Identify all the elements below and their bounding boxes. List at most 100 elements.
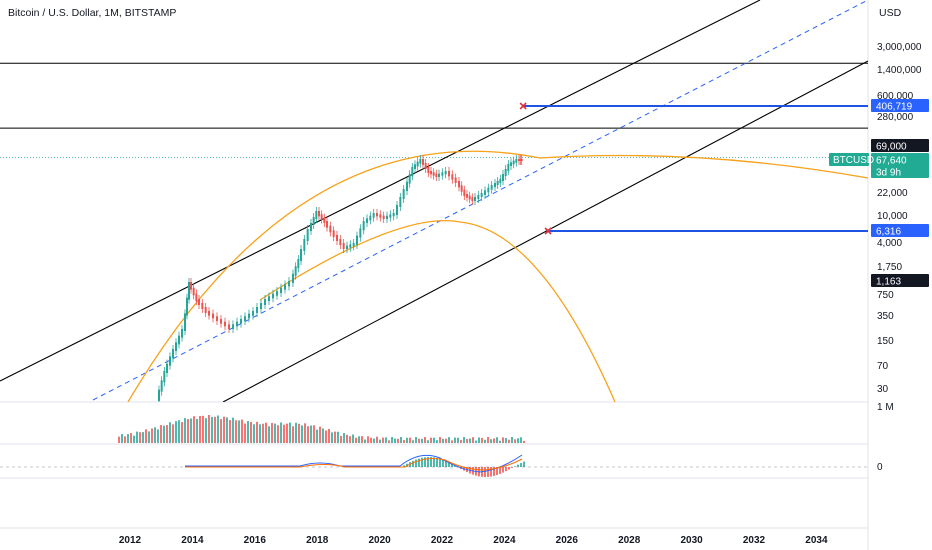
currency-label[interactable]: USD [879, 7, 902, 19]
volume-bar [475, 440, 477, 443]
candle [178, 335, 180, 345]
candle [402, 189, 405, 199]
upper-arc [127, 150, 868, 402]
candle [169, 356, 171, 366]
volume-bar [160, 425, 162, 443]
candle [438, 173, 440, 177]
y-tick-label: 150 [877, 336, 894, 347]
volume-bar [316, 429, 318, 443]
price-axis[interactable]: 3,000,000 1,400,000 600,000 280,000 22,000 10… [877, 42, 922, 473]
macd-histogram-bar [424, 457, 426, 467]
candle [366, 218, 368, 223]
candle [158, 389, 160, 401]
volume-bar [412, 440, 414, 443]
macd-histogram-bar [430, 457, 432, 467]
macd-histogram-bar [508, 467, 510, 470]
candle [499, 179, 502, 183]
candle [310, 223, 312, 231]
volume-bar [520, 437, 522, 443]
candle [460, 185, 463, 192]
svg-text:3d 9h: 3d 9h [876, 168, 901, 179]
volume-bar [418, 438, 420, 443]
candle [190, 282, 192, 290]
price-tag: 1,163 [871, 274, 929, 288]
volume-bar [433, 437, 435, 443]
volume-bar [190, 418, 192, 443]
volume-bar [448, 437, 450, 443]
candle [339, 239, 342, 245]
candle [224, 321, 226, 327]
candle [490, 185, 493, 190]
volume-bar [124, 436, 126, 443]
volume-bar [244, 423, 246, 443]
candle [502, 174, 504, 181]
candle [419, 159, 422, 164]
volume-bar [325, 430, 327, 443]
candle [323, 217, 326, 223]
symbol-title: Bitcoin / U.S. Dollar, 1M, BITSTAMP [8, 7, 177, 19]
candle [359, 228, 362, 238]
candle [468, 195, 471, 200]
x-tick-label: 2020 [368, 535, 391, 546]
candles-layer [158, 155, 523, 402]
volume-bar [469, 438, 471, 443]
lower-target-marker [544, 227, 552, 235]
volume-bar [319, 426, 321, 443]
volume-bar [481, 437, 483, 443]
candle [386, 215, 388, 219]
volume-bar [217, 415, 219, 443]
volume-bar [277, 425, 279, 443]
volume-bar [457, 437, 459, 443]
price-tag: 67,640 [871, 153, 929, 167]
volume-bar [262, 423, 264, 443]
volume-bar [403, 440, 405, 443]
upper-target-marker [519, 102, 527, 110]
candle [512, 160, 515, 165]
volume-bar [349, 436, 351, 443]
candle [484, 190, 486, 195]
candle [326, 221, 328, 228]
volume-bar [172, 424, 174, 443]
svg-text:406,719: 406,719 [876, 102, 913, 113]
volume-bar [385, 437, 387, 443]
candle [349, 244, 352, 248]
macd-histogram-bar [445, 461, 447, 467]
candle [379, 214, 382, 218]
candle [315, 211, 318, 219]
candle [256, 307, 258, 313]
candle [276, 291, 278, 296]
macd-histogram-bar [421, 457, 423, 467]
volume-bar [202, 415, 204, 443]
volume-bar [382, 437, 384, 443]
candle [332, 230, 335, 237]
volume-bar [145, 429, 147, 443]
volume-bar [238, 420, 240, 443]
candle [212, 313, 214, 319]
candle [306, 229, 309, 241]
macd-histogram-bar [439, 458, 441, 467]
volume-bar [310, 425, 312, 443]
candle [184, 313, 186, 331]
volume-bar [364, 439, 366, 443]
volume-bar [274, 423, 276, 443]
time-axis[interactable]: 2012 2014 2016 2018 2020 2022 2024 2026 2028 2030… [119, 535, 828, 546]
volume-bar [361, 436, 363, 443]
volume-bar [424, 437, 426, 443]
x-tick-label: 2034 [805, 535, 828, 546]
candle [292, 273, 294, 283]
svg-text:67,640: 67,640 [876, 156, 907, 167]
candle [260, 303, 262, 309]
candle [458, 181, 460, 188]
y-tick-label: 10,000 [877, 211, 908, 222]
volume-bar [427, 440, 429, 443]
volume-bar [406, 437, 408, 443]
candle [474, 197, 476, 201]
macd-histogram-bar [517, 464, 519, 467]
candle [454, 177, 457, 183]
candle [463, 189, 466, 196]
candle [432, 172, 435, 176]
svg-text:1,163: 1,163 [876, 277, 901, 288]
candle [477, 195, 480, 199]
macd-histogram-bar [505, 467, 507, 472]
